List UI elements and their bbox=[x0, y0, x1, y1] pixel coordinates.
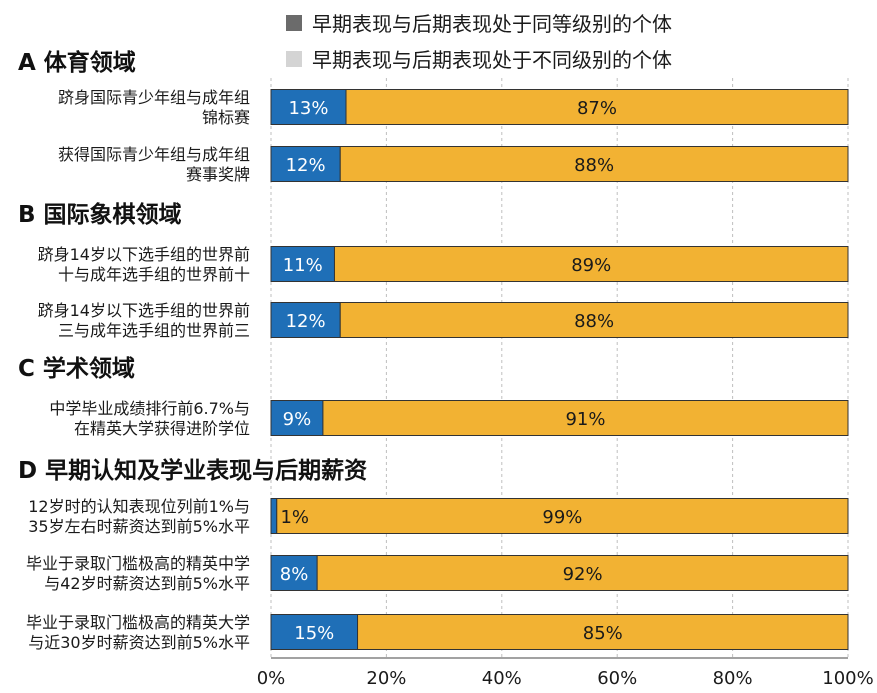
row-label-line-1: 毕业于录取门槛极高的精英大学 bbox=[26, 613, 250, 632]
bar-value-different: 87% bbox=[577, 98, 617, 119]
row-label-line-1: 12岁时的认知表现位列前1%与 bbox=[28, 497, 250, 516]
section-title: D 早期认知及学业表现与后期薪资 bbox=[18, 457, 367, 484]
bar-value-same: 1% bbox=[280, 507, 309, 528]
bar-segment-different bbox=[339, 302, 849, 338]
x-tick-label: 80% bbox=[713, 668, 753, 689]
bar-value-same: 13% bbox=[288, 98, 328, 119]
bar-segment-different bbox=[322, 400, 849, 436]
x-tick-label: 100% bbox=[822, 668, 873, 689]
bar-value-same: 12% bbox=[286, 155, 326, 176]
bar-value-same: 8% bbox=[280, 564, 309, 585]
bar-segment-different bbox=[276, 498, 849, 534]
row-label-line-1: 中学毕业成绩排行前6.7%与 bbox=[49, 399, 250, 418]
bar-segment-same bbox=[270, 146, 341, 182]
row-label-line-2: 锦标赛 bbox=[202, 108, 250, 127]
row-label-line-2: 在精英大学获得进阶学位 bbox=[74, 419, 250, 438]
row-label-line-2: 与近30岁时薪资达到前5%水平 bbox=[28, 633, 250, 652]
row-label-line-2: 十与成年选手组的世界前十 bbox=[58, 265, 250, 284]
x-tick-label: 20% bbox=[366, 668, 406, 689]
bar-value-different: 92% bbox=[563, 564, 603, 585]
bar-segment-same bbox=[270, 400, 324, 436]
row-label-line-2: 35岁左右时薪资达到前5%水平 bbox=[28, 517, 250, 536]
bar-segment-different bbox=[357, 614, 849, 650]
section-title: C 学术领域 bbox=[18, 355, 135, 382]
bar-value-same: 15% bbox=[294, 623, 334, 644]
section-title: B 国际象棋领域 bbox=[18, 201, 182, 228]
x-tick-label: 0% bbox=[257, 668, 286, 689]
row-label-line-1: 毕业于录取门槛极高的精英中学 bbox=[26, 554, 250, 573]
bar-segment-same bbox=[270, 498, 278, 534]
bar-segment-same bbox=[270, 555, 318, 591]
row-label-line-2: 与42岁时薪资达到前5%水平 bbox=[44, 574, 250, 593]
bar-value-different: 99% bbox=[542, 507, 582, 528]
legend-swatch-1 bbox=[286, 15, 302, 31]
legend-label-2: 早期表现与后期表现处于不同级别的个体 bbox=[312, 48, 672, 72]
x-tick-label: 60% bbox=[597, 668, 637, 689]
bar-segment-different bbox=[333, 246, 849, 282]
bar-segment-same bbox=[270, 89, 347, 125]
bar-value-different: 89% bbox=[571, 255, 611, 276]
bar-value-same: 9% bbox=[283, 409, 312, 430]
bar-value-different: 88% bbox=[574, 311, 614, 332]
x-tick-label: 40% bbox=[482, 668, 522, 689]
row-label-line-1: 跻身国际青少年组与成年组 bbox=[58, 88, 250, 107]
bar-value-same: 11% bbox=[283, 255, 323, 276]
row-label-line-1: 跻身14岁以下选手组的世界前 bbox=[38, 301, 250, 320]
row-label-line-2: 三与成年选手组的世界前三 bbox=[58, 321, 250, 340]
bar-segment-same bbox=[270, 614, 359, 650]
bar-segment-different bbox=[316, 555, 849, 591]
legend-swatch-2 bbox=[286, 51, 302, 67]
row-label-line-1: 获得国际青少年组与成年组 bbox=[58, 145, 250, 164]
section-title: A 体育领域 bbox=[18, 49, 136, 76]
legend-label-1: 早期表现与后期表现处于同等级别的个体 bbox=[312, 12, 672, 36]
bar-value-different: 88% bbox=[574, 155, 614, 176]
bar-value-different: 91% bbox=[565, 409, 605, 430]
row-label-line-1: 跻身14岁以下选手组的世界前 bbox=[38, 245, 250, 264]
bar-segment-different bbox=[345, 89, 849, 125]
row-label-line-2: 赛事奖牌 bbox=[186, 165, 250, 184]
bar-value-same: 12% bbox=[286, 311, 326, 332]
bar-segment-different bbox=[339, 146, 849, 182]
bar-value-different: 85% bbox=[583, 623, 623, 644]
